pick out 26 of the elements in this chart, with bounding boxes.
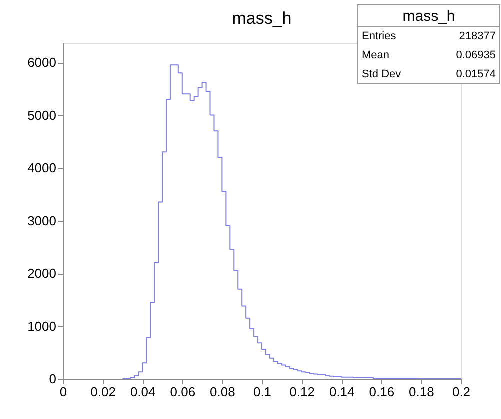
annotation: Mean — [362, 50, 390, 62]
y-tick-label: 5000 — [28, 108, 56, 123]
text: mass_h — [402, 8, 456, 25]
y-tick-label: 6000 — [28, 55, 56, 70]
y-tick-label: 4000 — [28, 160, 56, 176]
y-tick-label: 2000 — [28, 266, 56, 282]
x-tick-label: 0.18 — [409, 384, 434, 400]
annotation: 0.06935 — [456, 50, 496, 62]
annotation: Std Dev — [362, 68, 402, 80]
x-tick-label: 0.02 — [90, 384, 116, 400]
x-tick-label: 0.12 — [290, 384, 315, 400]
x-tick-label: 0.08 — [210, 384, 236, 400]
text: 218377 — [459, 30, 496, 42]
y-tick-label: 0 — [49, 372, 56, 386]
x-tick-label: 0.06 — [170, 384, 196, 400]
x-tick-label: 0.04 — [130, 384, 156, 400]
x-tick-label: 0.16 — [369, 384, 395, 400]
chart-title: mass_h — [232, 9, 292, 28]
x-tick-label: 0 — [60, 384, 68, 400]
y-tick-label: 3000 — [28, 213, 56, 228]
x-tick-label: 0.2 — [452, 384, 471, 400]
x-tick-label: 0.14 — [329, 384, 355, 400]
annotation: 0.01574 — [456, 68, 496, 80]
y-tick-label: 1000 — [28, 318, 56, 334]
text: Entries — [362, 30, 397, 42]
x-tick-label: 0.1 — [253, 384, 272, 400]
